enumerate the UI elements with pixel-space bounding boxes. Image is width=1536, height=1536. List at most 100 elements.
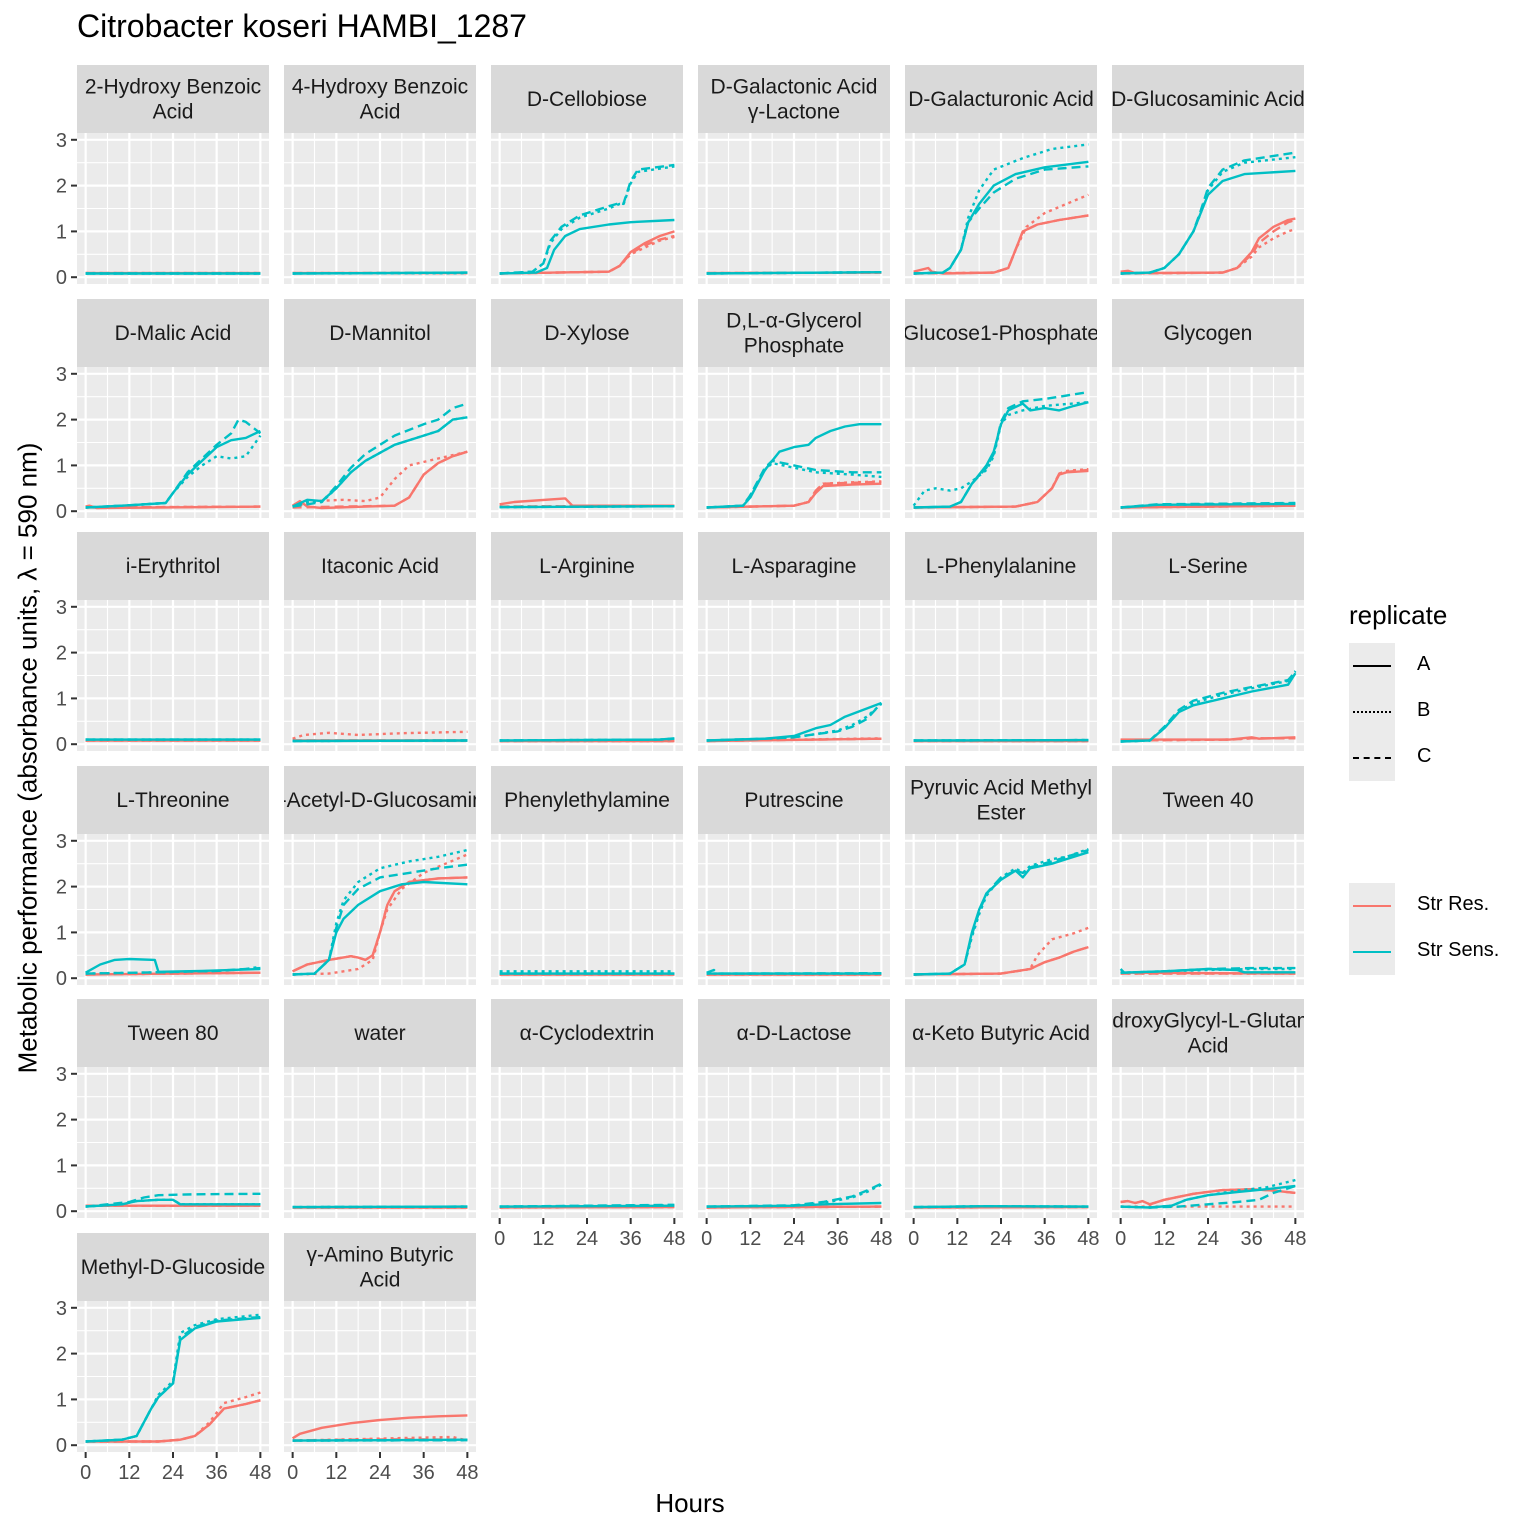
x-tick-label: 12	[1153, 1228, 1175, 1250]
facet-strip-label: L-Threonine	[116, 789, 229, 812]
facet-strip	[905, 999, 1097, 1067]
y-tick-label: 0	[56, 968, 67, 990]
facet-strip	[284, 532, 476, 600]
facet-strip	[77, 65, 269, 133]
series-line-str-sens-c	[85, 1315, 261, 1443]
legend-label: B	[1417, 699, 1431, 721]
y-tick-label: 0	[56, 734, 67, 756]
legend: replicate A B C Str Res. Str Sens.	[1349, 600, 1499, 975]
facet-strip-label: Glucose1-Phosphate	[903, 322, 1099, 345]
series-line-str-sens-b	[1120, 1178, 1296, 1209]
facet-panel: Putrescine	[698, 766, 890, 985]
legend-key-dotted	[1353, 711, 1391, 713]
series-line-str-sens-c	[913, 1205, 1089, 1209]
x-tick-label: 0	[908, 1228, 919, 1250]
x-tick-label: 24	[990, 1228, 1012, 1250]
facet-strip-label: D-Xylose	[544, 322, 629, 345]
facet-panel: D-Cellobiose	[491, 65, 683, 284]
facet-strip-label: N-Acetyl-D-Glucosamine	[264, 789, 495, 812]
facet-strip-label: i-Erythritol	[126, 555, 221, 578]
y-tick-label: 0	[56, 1435, 67, 1457]
series-line-str-sens-c	[85, 966, 261, 975]
legend-item-c: C	[1349, 735, 1509, 781]
series-line-str-sens-c	[85, 1192, 261, 1208]
facet-strip	[77, 1233, 269, 1301]
series-line-str-res-c	[913, 468, 1089, 509]
x-tick-label: 48	[1284, 1228, 1306, 1250]
legend-title-replicate: replicate	[1349, 600, 1448, 630]
facet-strip	[698, 532, 890, 600]
facet-panel: N-Acetyl-D-Glucosamine	[264, 766, 495, 985]
y-tick-label: 1	[56, 1155, 67, 1177]
series-line-str-res-b	[913, 926, 1089, 976]
legend-treatment-keys: Str Res. Str Sens.	[1349, 883, 1499, 975]
facet-panel: D-Galacturonic Acid	[905, 65, 1097, 284]
legend-item-str-res: Str Res.	[1349, 883, 1509, 929]
facet-panel: α-Keto Butyric Acid 0 12 24 36 48	[905, 999, 1099, 1250]
series-line-str-sens-c	[706, 271, 882, 275]
facet-strip-label: α-Keto Butyric Acid	[912, 1022, 1090, 1045]
x-axis-label: Hours	[655, 1488, 725, 1518]
y-tick-label: 0	[56, 1201, 67, 1223]
series-line-str-res-b	[1120, 227, 1296, 275]
x-tick-label: 36	[413, 1462, 435, 1484]
facet-panel: D-Malic Acid 0 1 2 3	[56, 299, 269, 523]
x-tick-label: 36	[827, 1228, 849, 1250]
x-tick-label: 12	[118, 1462, 140, 1484]
facet-strip	[491, 766, 683, 834]
facet-strip	[491, 999, 683, 1067]
series-line-str-sens-c	[1119, 966, 1296, 974]
facet-strip	[698, 766, 890, 834]
facet-strip	[284, 766, 476, 834]
facet-strip	[491, 299, 683, 367]
facet-strip	[1112, 65, 1304, 133]
facet-strip	[1112, 299, 1304, 367]
facet-strip	[698, 999, 890, 1067]
series-line-str-res-c	[1120, 504, 1296, 509]
facet-panel: L-Asparagine	[698, 532, 890, 751]
facet-strip	[1112, 766, 1304, 834]
series-line-str-sens-c	[499, 1203, 675, 1208]
facet-strip	[491, 532, 683, 600]
series-line-str-sens-b	[292, 416, 468, 508]
facet-strip-label: Putrescine	[744, 789, 843, 812]
series-line-str-sens-c	[1120, 671, 1297, 743]
series-line-str-res-c	[85, 1399, 261, 1443]
legend-label: Str Res.	[1417, 893, 1490, 915]
facet-strip	[905, 532, 1097, 600]
series-line-str-sens-c	[499, 163, 675, 275]
facet-strip-label: D-Malic Acid	[115, 322, 232, 345]
facet-panel: Tween 40	[1112, 766, 1304, 985]
series-line-str-sens-c	[292, 863, 468, 976]
y-tick-label: 2	[56, 643, 67, 665]
legend-item-a: A	[1349, 643, 1509, 689]
legend-item-b: B	[1349, 689, 1509, 735]
x-tick-label: 36	[1034, 1228, 1056, 1250]
facet-strip-label: L-Phenylalanine	[926, 555, 1077, 578]
y-tick-label: 1	[56, 221, 67, 243]
facet-strip-label: D-Mannitol	[329, 322, 431, 345]
facet-strip-label: Acid	[153, 101, 194, 124]
facet-strip-label: L-Arginine	[539, 555, 635, 578]
facet-strip-label: α-D-Lactose	[737, 1022, 852, 1045]
facet-strip-label: Tween 40	[1162, 789, 1253, 812]
series-line-str-sens-c	[292, 1205, 468, 1209]
x-tick-label: 12	[739, 1228, 761, 1250]
series-line-str-res-c	[913, 945, 1089, 976]
x-tick-label: 0	[80, 1462, 91, 1484]
y-tick-label: 3	[56, 364, 67, 386]
facet-strip-label: D-Galactonic Acid	[711, 76, 878, 99]
series-line-str-res-c	[85, 505, 261, 509]
facet-panel: α-D-Lactose 0 12 24 36 48	[698, 999, 892, 1250]
y-tick-label: 1	[56, 455, 67, 477]
x-tick-label: 48	[663, 1228, 685, 1250]
facet-panel: Glucose1-Phosphate	[903, 299, 1099, 518]
legend-label: Str Sens.	[1417, 939, 1500, 961]
facet-strip-label: Methyl-D-Glucoside	[81, 1256, 265, 1279]
x-tick-label: 0	[494, 1228, 505, 1250]
facet-strip-label: HydroxyGlycyl-L-Glutamic	[1087, 1010, 1330, 1033]
y-tick-label: 3	[56, 1064, 67, 1086]
